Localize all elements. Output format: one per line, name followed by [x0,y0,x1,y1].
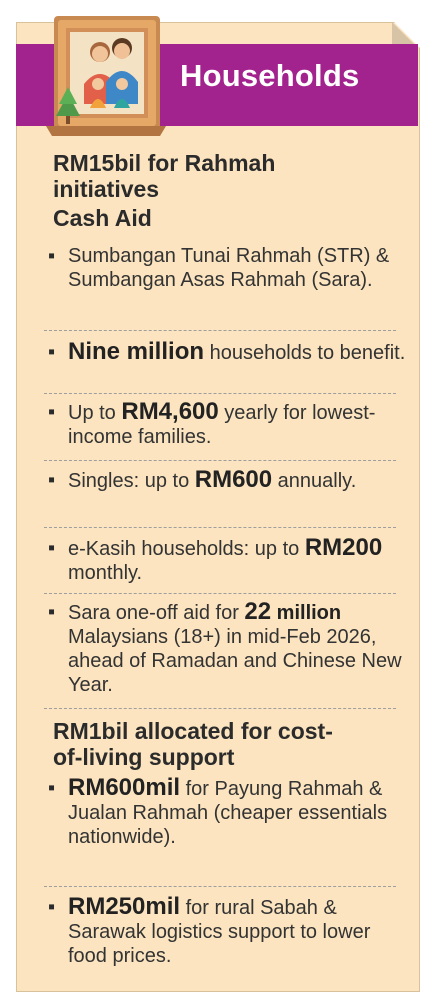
bullet-icon: ▪ [48,777,56,799]
bullet-icon: ▪ [48,341,56,363]
item-text: Singles: up to [68,470,195,492]
item-text: yearly for lowest-income families. [68,402,376,448]
divider [44,460,396,461]
item-highlight: million [271,602,342,624]
item-text: for rural Sabah & Sarawak logistics supp… [68,897,371,967]
divider [44,886,396,887]
bullet-icon: ▪ [48,601,56,623]
divider [44,393,396,394]
item-highlight: RM600 [194,466,273,493]
item-highlight: RM4,600 [121,398,219,425]
item-text: Sara one-off aid for [68,602,245,624]
divider [44,527,396,528]
family-portrait-icon [46,16,166,136]
section1-subheading: Cash Aid [53,205,152,231]
item-highlight: RM600mil [68,774,181,801]
item-text: annually. [272,470,357,492]
bullet-icon: ▪ [48,401,56,423]
item-text: monthly. [68,562,143,584]
item-text: households to benefit. [204,342,406,364]
item-text: for Payung Rahmah & Jualan Rahmah (cheap… [68,778,388,848]
divider [44,708,396,709]
item-highlight: 22 [244,598,272,625]
item-text: Malaysians (18+) in mid-Feb 2026, ahead … [68,626,402,696]
divider [44,593,396,594]
item-text: Sumbangan Tunai Rahmah (STR) & Sumbangan… [68,245,390,291]
info-card [16,22,420,992]
divider [44,330,396,331]
section2-heading: RM1bil allocated for cost-of-living supp… [53,718,333,770]
header-title: Households [180,58,360,93]
bullet-icon: ▪ [48,245,56,267]
item-highlight: RM200 [304,534,383,561]
item-text: e-Kasih households: up to [68,538,305,560]
item-text: Up to [68,402,122,424]
bullet-icon: ▪ [48,469,56,491]
item-highlight: RM250mil [68,893,181,920]
section1-heading: RM15bil for Rahmah initiatives [53,150,276,202]
bullet-icon: ▪ [48,537,56,559]
bullet-icon: ▪ [48,896,56,918]
item-highlight: Nine million [68,338,205,365]
